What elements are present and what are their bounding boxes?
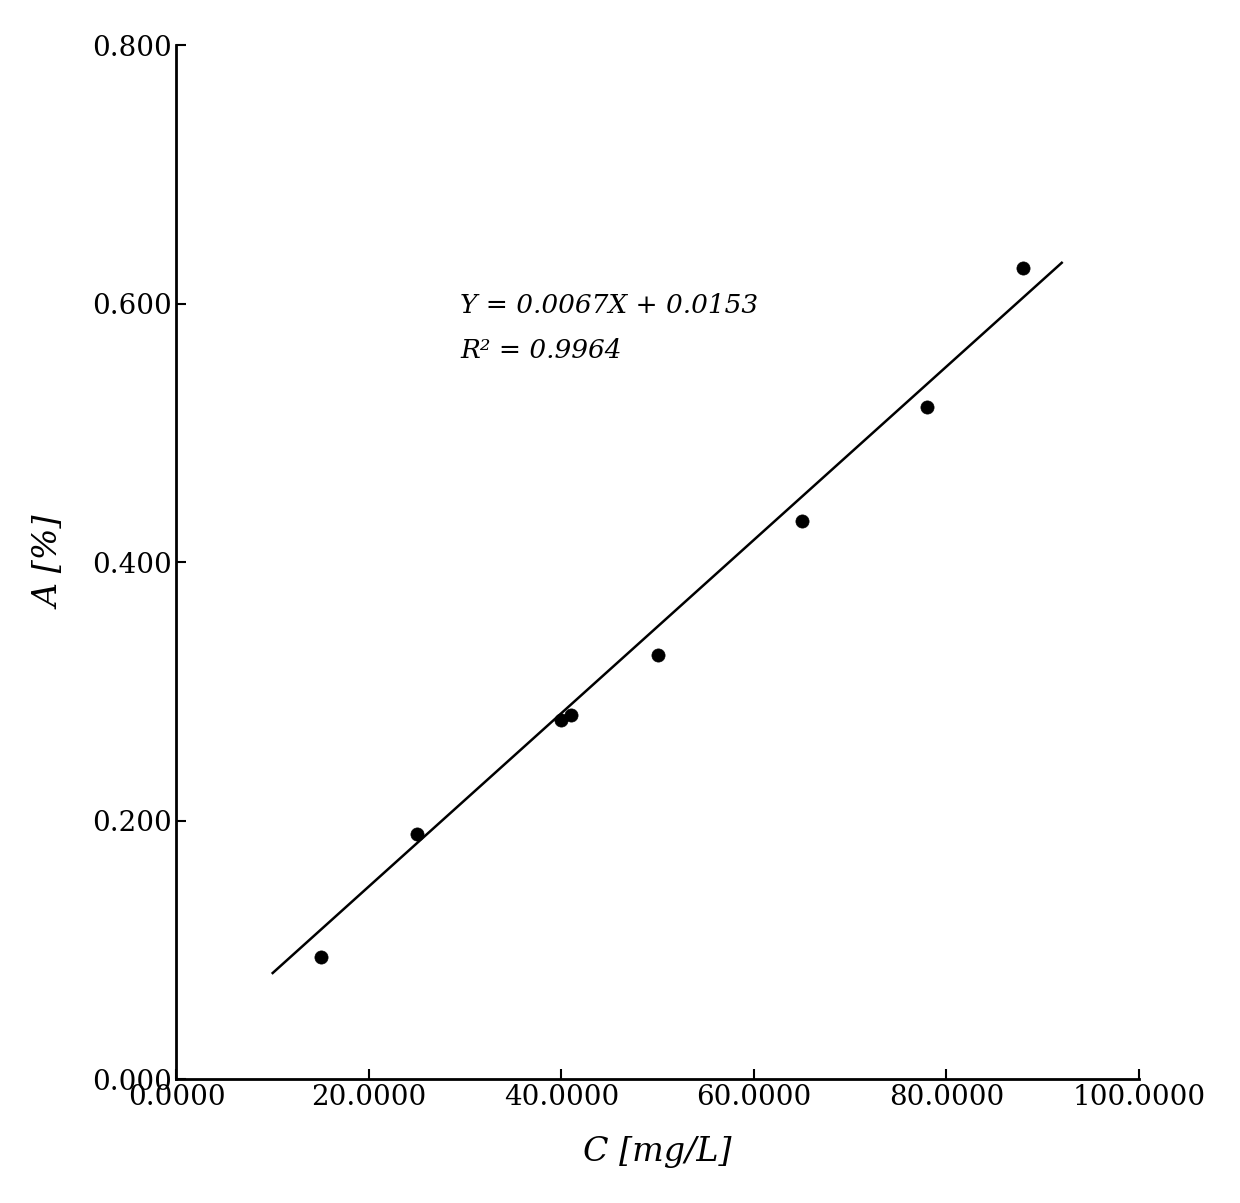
Point [918,397,937,416]
Point [560,705,580,724]
Point [1013,257,1033,277]
Point [792,511,812,531]
Point [311,947,331,966]
Y-axis label: A [%]: A [%] [35,516,67,609]
Text: Y = 0.0067X + 0.0153
R² = 0.9964: Y = 0.0067X + 0.0153 R² = 0.9964 [460,294,759,363]
X-axis label: C [mg/L]: C [mg/L] [583,1137,732,1168]
Point [647,646,667,665]
Point [552,711,572,730]
Point [407,824,427,843]
